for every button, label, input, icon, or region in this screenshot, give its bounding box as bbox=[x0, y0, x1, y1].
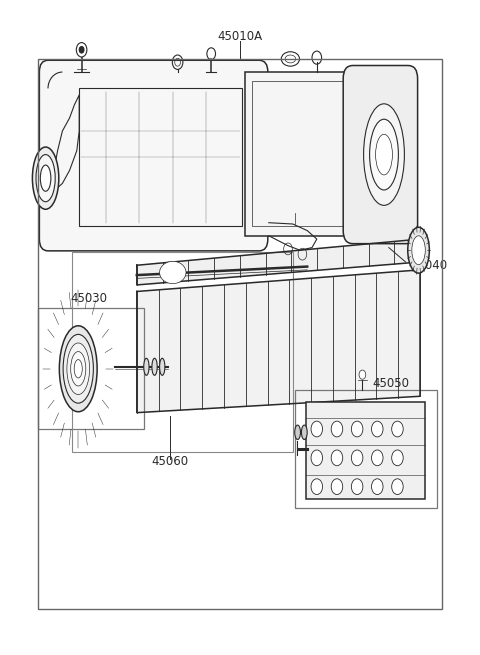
Ellipse shape bbox=[159, 261, 186, 284]
Text: 45040: 45040 bbox=[410, 259, 447, 272]
FancyBboxPatch shape bbox=[343, 66, 418, 244]
Circle shape bbox=[76, 43, 87, 57]
Bar bbox=[72, 252, 293, 452]
Bar bbox=[245, 72, 358, 236]
Ellipse shape bbox=[295, 425, 300, 440]
Ellipse shape bbox=[364, 103, 404, 206]
Circle shape bbox=[331, 450, 343, 466]
Ellipse shape bbox=[301, 425, 307, 440]
Circle shape bbox=[311, 479, 323, 495]
Ellipse shape bbox=[71, 352, 86, 386]
Circle shape bbox=[372, 450, 383, 466]
FancyBboxPatch shape bbox=[39, 60, 268, 251]
Ellipse shape bbox=[152, 358, 157, 375]
Bar bbox=[79, 88, 242, 226]
Circle shape bbox=[331, 479, 343, 495]
Circle shape bbox=[351, 421, 363, 437]
Circle shape bbox=[392, 450, 403, 466]
Ellipse shape bbox=[408, 227, 429, 273]
Circle shape bbox=[359, 370, 366, 379]
Circle shape bbox=[351, 479, 363, 495]
Circle shape bbox=[372, 479, 383, 495]
Circle shape bbox=[311, 450, 323, 466]
Ellipse shape bbox=[375, 134, 392, 175]
Polygon shape bbox=[137, 239, 420, 285]
Ellipse shape bbox=[74, 360, 82, 378]
Text: 45030: 45030 bbox=[70, 291, 108, 305]
Circle shape bbox=[351, 450, 363, 466]
Ellipse shape bbox=[60, 326, 97, 412]
Ellipse shape bbox=[412, 236, 425, 265]
Polygon shape bbox=[137, 270, 420, 413]
Circle shape bbox=[392, 421, 403, 437]
Ellipse shape bbox=[33, 147, 59, 210]
Circle shape bbox=[331, 421, 343, 437]
Bar bbox=[252, 81, 350, 226]
Bar bbox=[38, 59, 442, 609]
Circle shape bbox=[392, 479, 403, 495]
Ellipse shape bbox=[40, 165, 51, 191]
Circle shape bbox=[311, 421, 323, 437]
Text: 45060: 45060 bbox=[152, 455, 189, 468]
Circle shape bbox=[372, 421, 383, 437]
Text: 45010A: 45010A bbox=[217, 29, 263, 43]
Ellipse shape bbox=[67, 343, 90, 394]
Text: 45050: 45050 bbox=[372, 377, 409, 390]
Circle shape bbox=[79, 47, 84, 53]
Ellipse shape bbox=[159, 358, 165, 375]
Ellipse shape bbox=[370, 119, 398, 190]
FancyBboxPatch shape bbox=[306, 402, 425, 499]
Ellipse shape bbox=[63, 334, 94, 403]
Ellipse shape bbox=[36, 155, 55, 202]
Bar bbox=[295, 390, 437, 508]
Bar bbox=[38, 308, 144, 429]
Ellipse shape bbox=[144, 358, 149, 375]
